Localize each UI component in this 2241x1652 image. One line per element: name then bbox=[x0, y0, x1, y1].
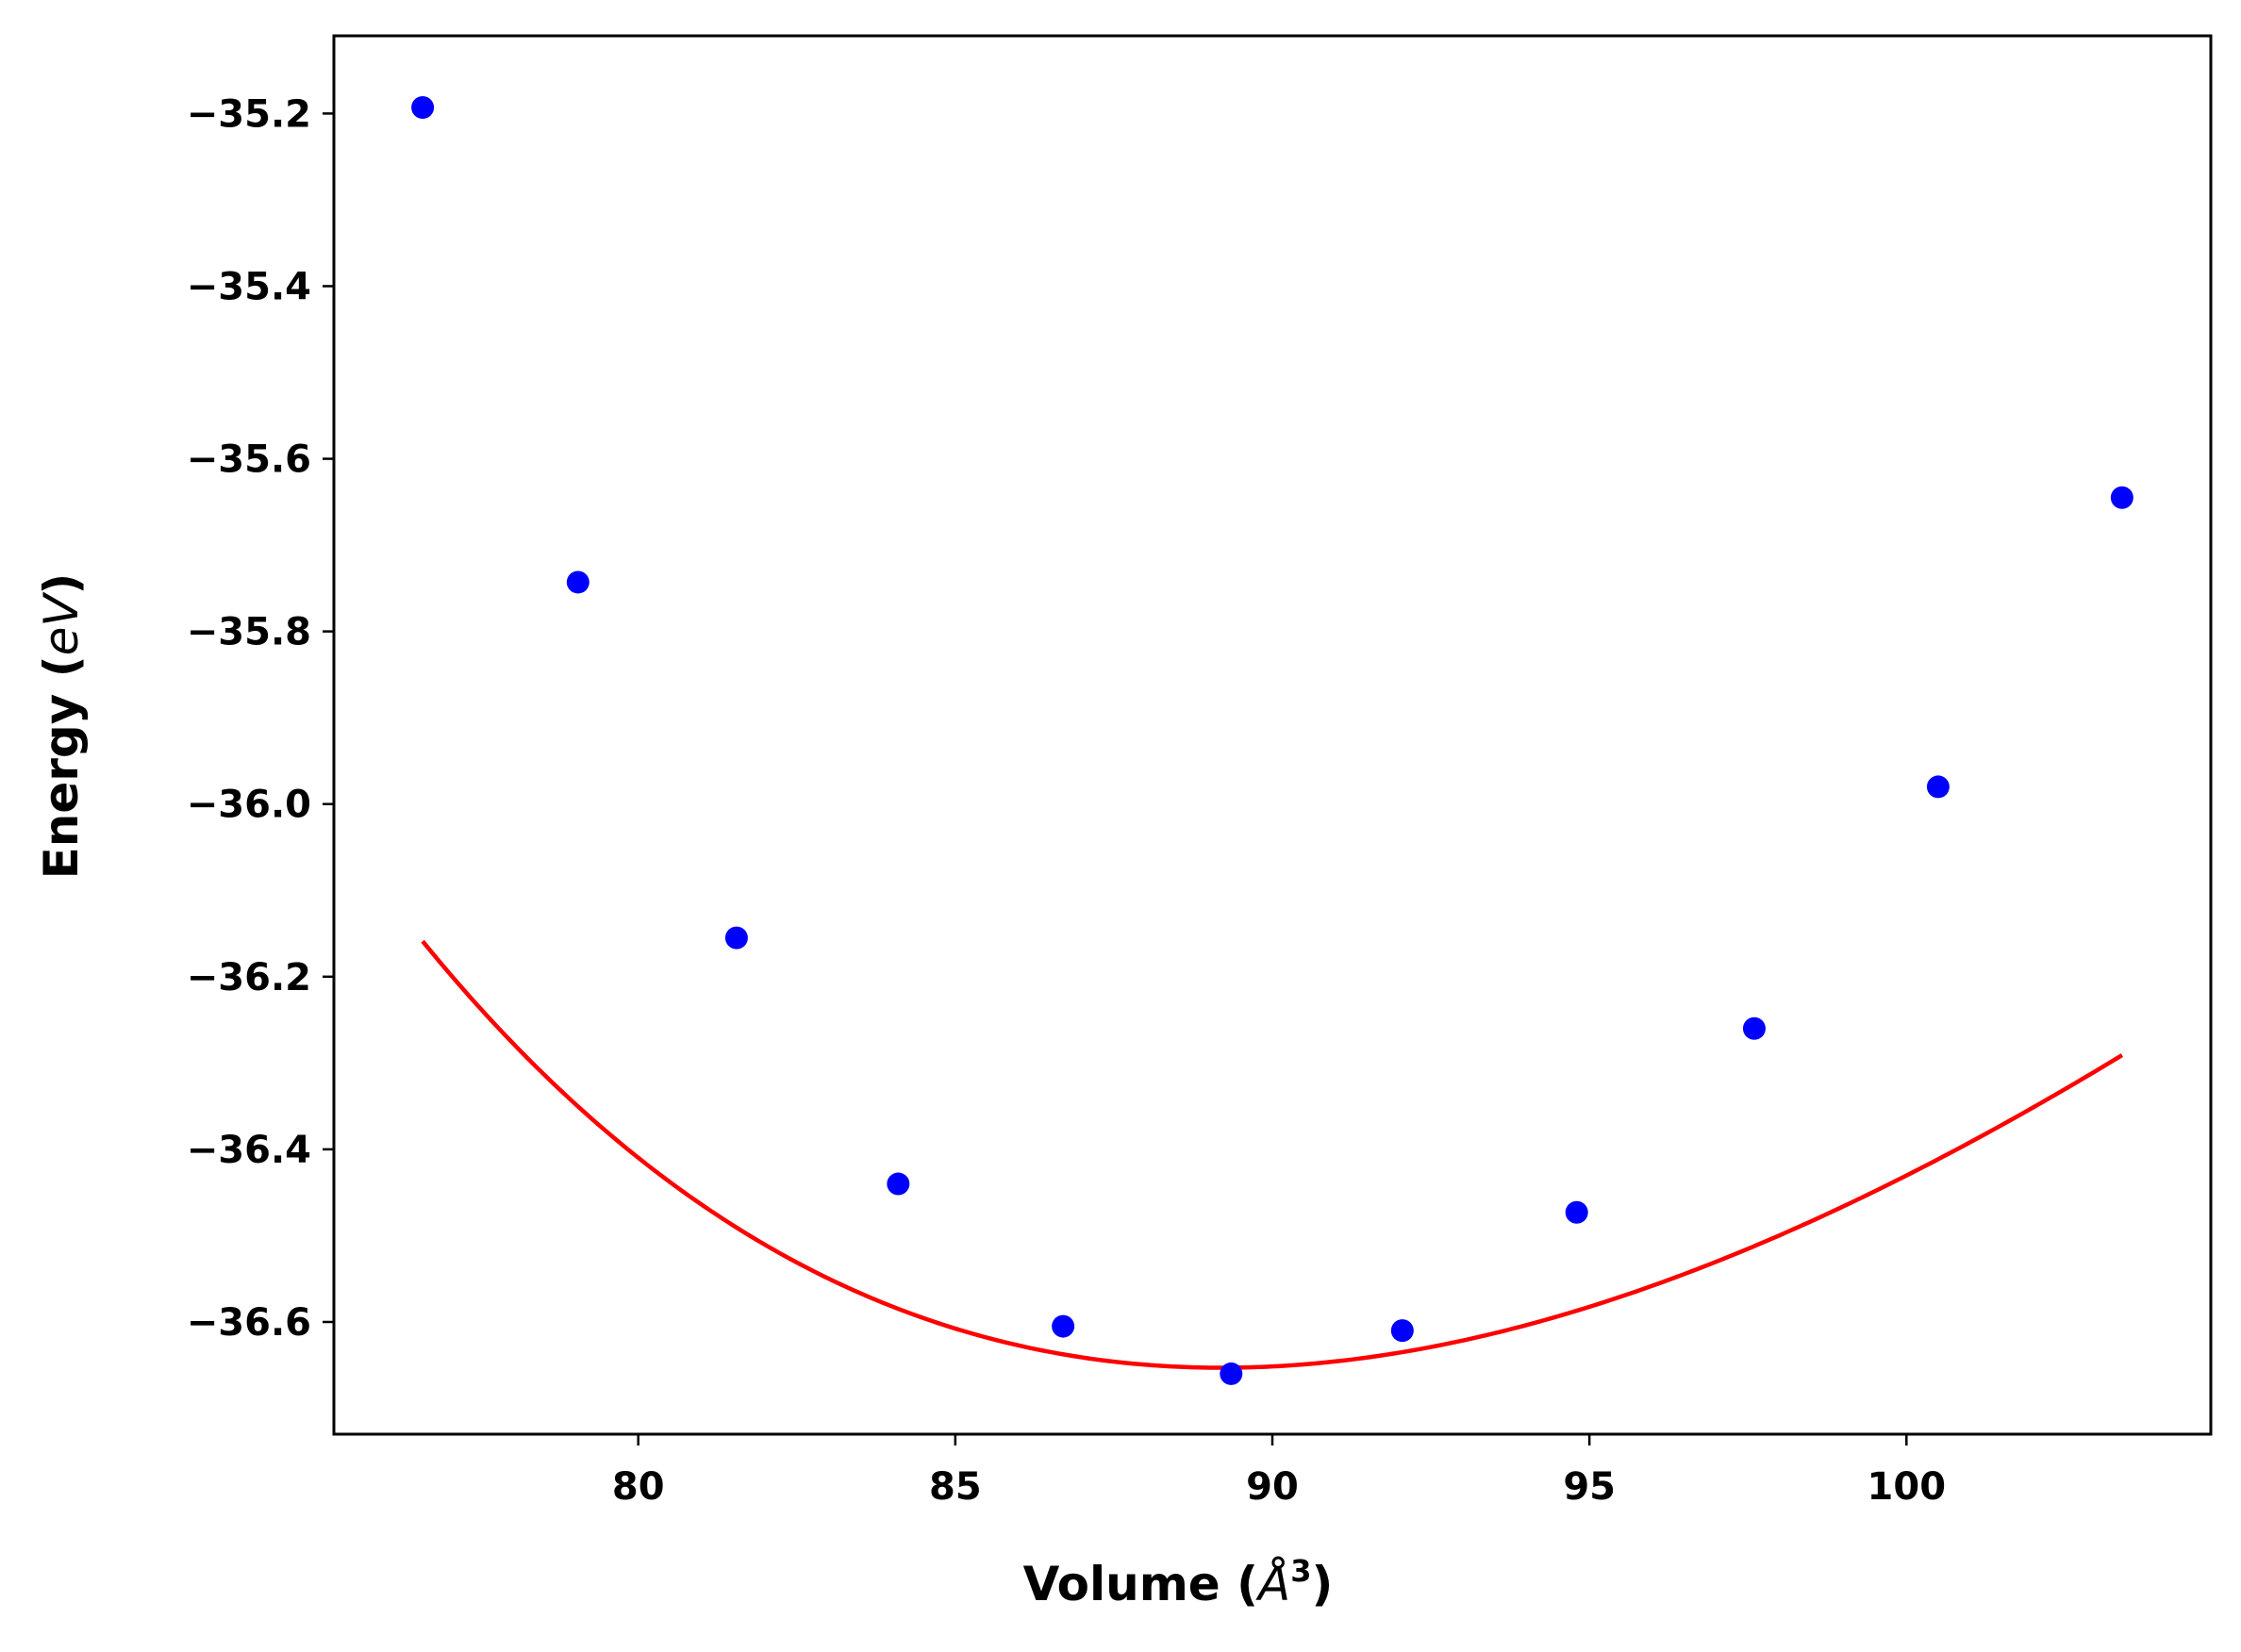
data-point bbox=[724, 926, 748, 950]
x-tick-label: 80 bbox=[612, 1465, 665, 1509]
x-tick-label: 95 bbox=[1563, 1465, 1616, 1509]
data-point bbox=[566, 570, 589, 594]
y-tick-label: −35.6 bbox=[187, 438, 311, 482]
data-point bbox=[1742, 1016, 1766, 1040]
y-axis-ticks: −35.2 −35.4 −35.6 −35.8 −36.0 −36.2 −36.4 −36.6 bbox=[187, 92, 334, 1345]
x-tick-label: 90 bbox=[1246, 1465, 1299, 1509]
data-point bbox=[2110, 486, 2133, 509]
data-point bbox=[887, 1172, 910, 1196]
data-point bbox=[1565, 1200, 1588, 1224]
y-tick-label: −35.8 bbox=[187, 611, 311, 654]
y-tick-label: −35.2 bbox=[187, 92, 311, 136]
x-axis-ticks: 80 85 90 95 100 bbox=[612, 1434, 1946, 1509]
y-tick-label: −36.6 bbox=[187, 1301, 311, 1345]
data-point bbox=[1052, 1314, 1075, 1338]
y-tick-label: −36.4 bbox=[187, 1129, 311, 1172]
y-tick-label: −36.0 bbox=[187, 784, 311, 827]
data-point bbox=[1390, 1319, 1414, 1343]
data-point bbox=[1220, 1362, 1243, 1385]
data-point bbox=[411, 95, 435, 119]
plot-area bbox=[411, 95, 2133, 1385]
x-axis-label: Volume (Å3) bbox=[1023, 1553, 1334, 1611]
y-axis-label: Energy (eV) bbox=[34, 573, 89, 880]
data-point bbox=[1926, 775, 1950, 799]
x-tick-label: 85 bbox=[929, 1465, 982, 1509]
fit-curve bbox=[421, 939, 2124, 1370]
x-tick-label: 100 bbox=[1868, 1465, 1947, 1509]
y-tick-label: −36.2 bbox=[187, 956, 311, 999]
plot-frame bbox=[332, 34, 2213, 1436]
y-tick-label: −35.4 bbox=[187, 265, 311, 308]
